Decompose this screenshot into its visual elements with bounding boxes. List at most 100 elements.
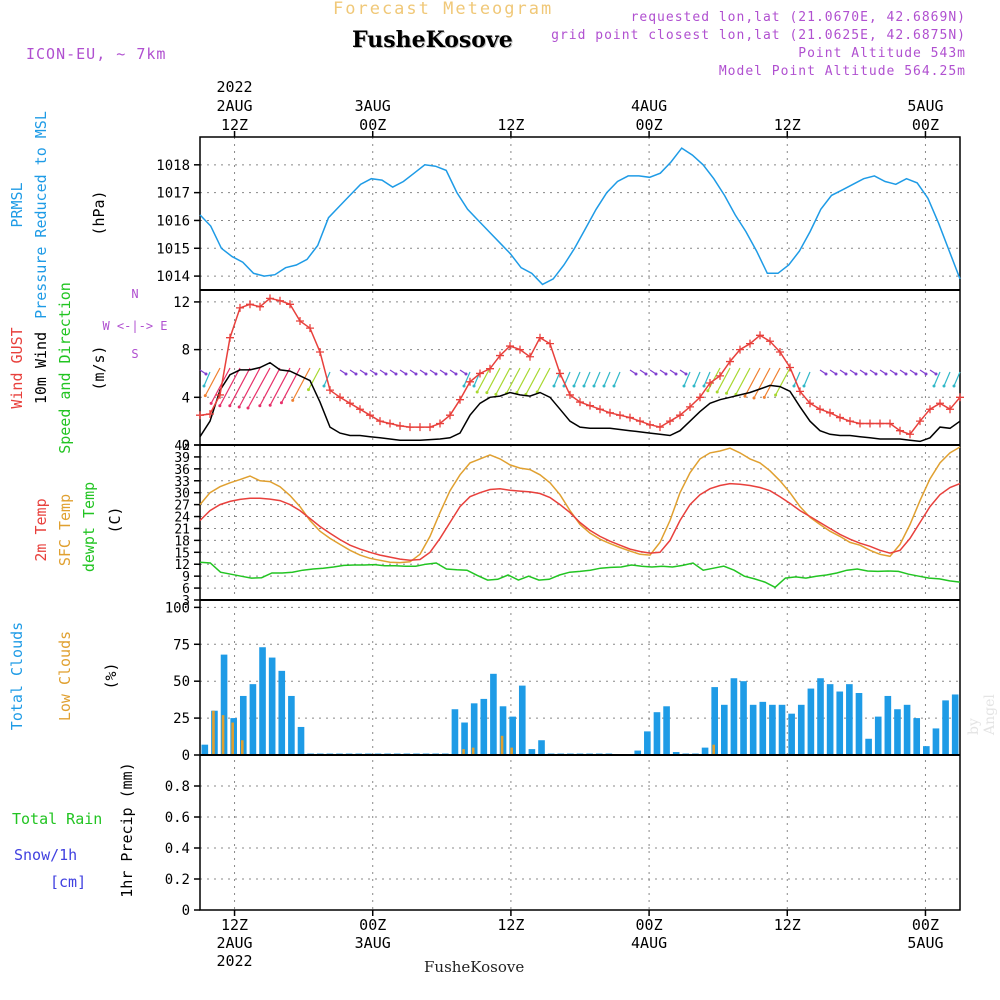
- wind-arrow-head: [932, 384, 936, 388]
- wind-arrow-head: [715, 390, 719, 394]
- total-rain-label: Total Rain: [12, 810, 102, 828]
- gust-marker: [756, 331, 764, 340]
- wind-direction-arrow: [292, 367, 311, 401]
- y-tick-label: 24: [174, 511, 190, 526]
- gust-marker: [846, 417, 854, 426]
- y-tick-label: 1016: [156, 213, 190, 229]
- wind-gust-line: [199, 297, 961, 436]
- time-tick-label: 12Z: [221, 116, 248, 134]
- wind-direction-arrow: [613, 371, 621, 387]
- wind-arrow-head: [725, 391, 729, 395]
- wind-arrow-head: [424, 372, 428, 376]
- wind-arrow-head: [374, 372, 378, 376]
- gust-marker: [736, 345, 744, 354]
- gust-marker: [916, 417, 924, 426]
- total-cloud-bar: [461, 722, 468, 754]
- total-cloud-bar: [259, 647, 266, 754]
- total-cloud-bar: [490, 673, 497, 754]
- gust-marker: [626, 413, 634, 422]
- total-cloud-bar: [797, 704, 805, 754]
- wind-direction-arrow: [307, 367, 321, 390]
- low-cloud-bar: [712, 744, 715, 754]
- gust-marker: [746, 339, 754, 348]
- time-date-label: 4AUG: [631, 97, 667, 115]
- wind-arrow-head: [291, 398, 295, 402]
- y-tick-label: 21: [174, 522, 190, 537]
- wind-direction-arrow: [933, 371, 941, 387]
- time-tick-label: 12Z: [497, 916, 524, 934]
- wind-direction-arrow: [259, 367, 281, 407]
- total-cloud-bar: [749, 704, 757, 754]
- y-tick-label: 8: [182, 343, 190, 359]
- y-tick-label: 18: [174, 534, 190, 549]
- gust-marker: [436, 419, 444, 428]
- total-cloud-bar: [201, 744, 209, 754]
- precip-unit-label: 1hr Precip (mm): [118, 762, 136, 897]
- wind-direction-arrow: [744, 367, 761, 397]
- total-cloud-bar: [894, 709, 901, 754]
- gust-marker: [386, 419, 394, 428]
- gust-marker: [766, 337, 774, 346]
- total-clouds-label: Total Clouds: [8, 622, 26, 730]
- gust-marker: [316, 348, 324, 356]
- wind-arrow-head: [692, 384, 696, 388]
- gust-marker: [946, 405, 954, 414]
- total-cloud-bar: [711, 687, 718, 754]
- wind-arrow-head: [494, 392, 498, 396]
- gust-marker: [376, 417, 384, 426]
- time-tick-label: 12Z: [774, 916, 801, 934]
- total-cloud-bar: [499, 706, 507, 754]
- low-cloud-bar: [510, 747, 513, 754]
- point-altitude: Point Altitude 543m: [798, 46, 966, 61]
- low-cloud-bar: [231, 722, 234, 754]
- total-cloud-bar: [740, 681, 747, 754]
- y-tick-label: 100: [165, 600, 190, 616]
- gust-marker: [456, 395, 464, 404]
- total-cloud-bar: [759, 701, 767, 754]
- wind-arrow-head: [743, 394, 747, 398]
- gust-marker: [886, 419, 894, 428]
- wind-arrow-head: [475, 390, 479, 394]
- wind-arrow-head: [602, 384, 606, 388]
- total-cloud-bar: [644, 731, 651, 754]
- gust-marker: [486, 364, 494, 373]
- gust-marker: [786, 363, 794, 372]
- time-tick-label: 12Z: [497, 116, 524, 134]
- t2m-line: [199, 482, 961, 562]
- gust-marker: [926, 405, 934, 414]
- total-cloud-bar: [884, 695, 892, 754]
- wind-arrow-head: [364, 372, 368, 376]
- prmsl-label: PRMSL: [8, 182, 26, 227]
- wind-arrow-head: [752, 396, 756, 400]
- time-tick-label: 00Z: [636, 916, 663, 934]
- wind-arrow-head: [664, 372, 668, 376]
- wind-arrow-head: [404, 372, 408, 376]
- y-tick-label: 6: [182, 582, 190, 597]
- wind-direction-arrow: [486, 367, 501, 393]
- gust-marker: [336, 393, 344, 402]
- model-point-altitude: Model Point Altitude 564.25m: [718, 64, 966, 79]
- total-cloud-bar: [518, 685, 526, 754]
- total-cloud-bar: [249, 684, 257, 754]
- time-tick-label: 00Z: [912, 116, 939, 134]
- wind-direction-arrow: [463, 371, 471, 387]
- wind-arrow-head: [306, 388, 310, 392]
- wind-direction-arrow: [280, 367, 301, 404]
- gust-marker: [636, 417, 644, 426]
- total-cloud-bar: [855, 693, 863, 754]
- total-cloud-bar: [846, 684, 853, 754]
- wind-direction-arrow: [525, 367, 541, 395]
- wind-arrow-head: [702, 384, 706, 388]
- wind-direction-arrow: [210, 367, 231, 404]
- wind-arrow-head: [218, 404, 222, 408]
- low-clouds-label: Low Clouds: [56, 631, 74, 721]
- closest-coords: grid point closest lon,lat (21.0625E, 42…: [551, 28, 966, 43]
- time-date-label: 3AUG: [355, 934, 391, 952]
- y-tick-label: 12: [173, 295, 190, 311]
- gust-marker: [906, 430, 914, 439]
- wind-gust-label: Wind GUST: [8, 327, 26, 408]
- gust-marker: [306, 324, 314, 333]
- total-cloud-bar: [923, 746, 930, 754]
- time-date-label: 5AUG: [907, 97, 943, 115]
